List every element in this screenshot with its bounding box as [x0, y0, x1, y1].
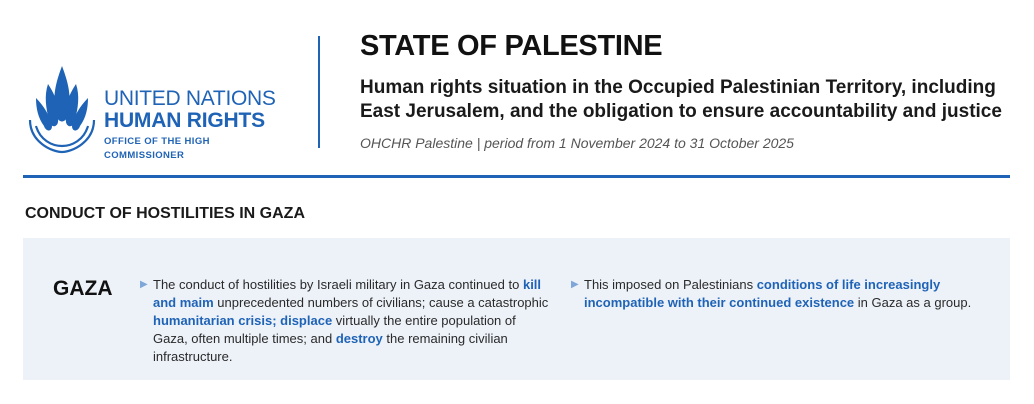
highlight-destroy: destroy: [335, 331, 383, 346]
report-meta: OHCHR Palestine | period from 1 November…: [360, 135, 794, 151]
bullet-hostilities: ▶ The conduct of hostilities by Israeli …: [140, 277, 549, 364]
header-rule: [23, 175, 1010, 178]
ohchr-logo: UNITED NATIONS HUMAN RIGHTS OFFICE OF TH…: [22, 62, 282, 161]
highlight-conditions-of-life: conditions of life increasingly incompat…: [584, 277, 941, 310]
page-title: STATE OF PALESTINE: [360, 30, 663, 62]
header-divider: [318, 36, 320, 148]
region-label: GAZA: [53, 277, 113, 300]
triangle-right-icon: ▶: [140, 279, 148, 290]
un-emblem-icon: [28, 66, 96, 154]
section-heading: CONDUCT OF HOSTILITIES IN GAZA: [25, 205, 305, 222]
logo-wordmark: UNITED NATIONS HUMAN RIGHTS OFFICE OF TH…: [104, 88, 282, 163]
logo-line-human-rights: HUMAN RIGHTS: [104, 109, 265, 132]
page-subtitle: Human rights situation in the Occupied P…: [360, 77, 1002, 122]
highlight-kill-and-maim: kill and maim: [153, 277, 542, 310]
gaza-panel: GAZA ▶ The conduct of hostilities by Isr…: [23, 238, 1010, 380]
logo-line-office: OFFICE OF THE HIGH COMMISSIONER: [104, 136, 210, 161]
logo-line-united-nations: UNITED NATIONS: [104, 87, 276, 110]
highlight-humanitarian-crisis: humanitarian crisis; displace: [153, 313, 333, 328]
bullet-conditions-of-life: ▶ This imposed on Palestinians condition…: [571, 277, 972, 310]
triangle-right-icon: ▶: [571, 279, 579, 290]
